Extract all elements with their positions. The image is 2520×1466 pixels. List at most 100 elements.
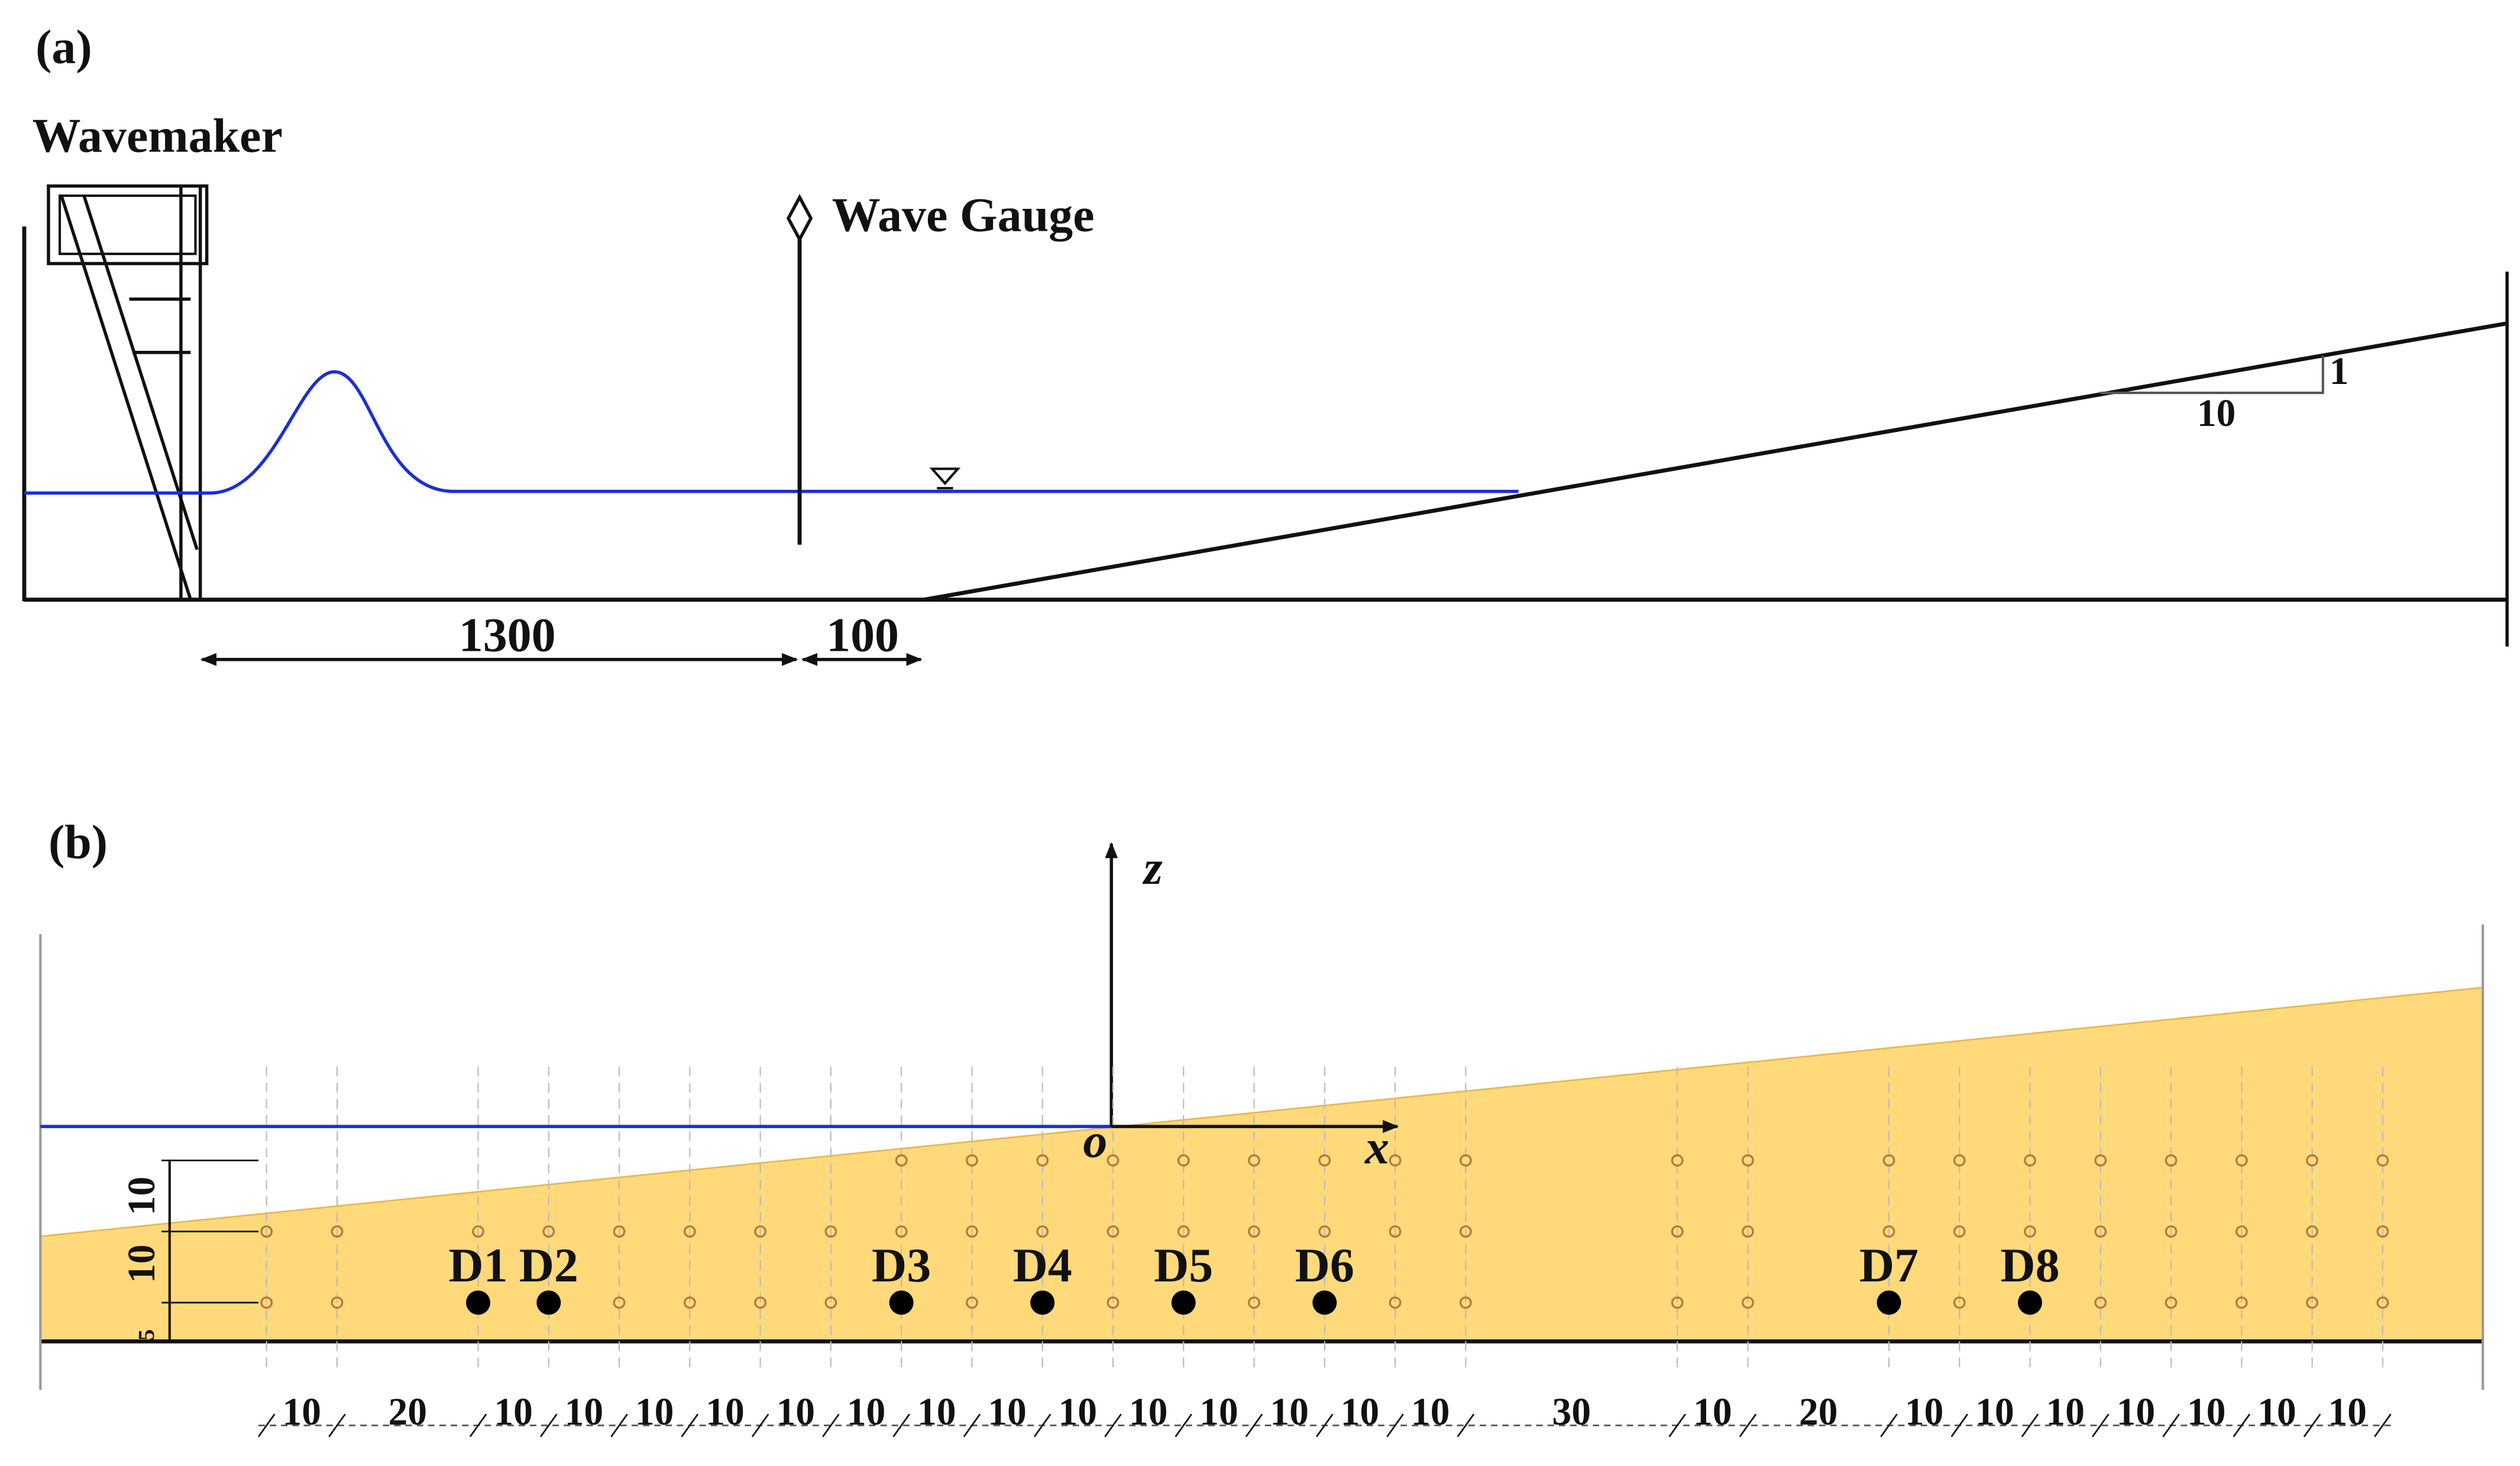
slope-run: 10 (2197, 392, 2236, 435)
measure-point (2376, 1296, 2389, 1309)
measure-point (2376, 1154, 2389, 1167)
measure-point (2094, 1296, 2107, 1309)
measure-point (1107, 1154, 1120, 1167)
measure-point (331, 1225, 344, 1238)
spacing-label: 10 (847, 1391, 886, 1433)
gauge-label: Wave Gauge (832, 188, 1095, 242)
dim-tick (1880, 1413, 1898, 1438)
gauge-label: D5 (1154, 1238, 1213, 1292)
spacing-label: 10 (121, 1244, 163, 1283)
gauge-label: D7 (1859, 1238, 1919, 1292)
spacing-label: 10 (1129, 1391, 1168, 1433)
measure-point (683, 1225, 696, 1238)
gauge-label: D2 (519, 1238, 578, 1292)
gauge-point (536, 1290, 561, 1315)
measure-point (1671, 1296, 1684, 1309)
measure-point (2306, 1296, 2318, 1309)
dim-tick (963, 1413, 981, 1438)
dim-tick (1315, 1413, 1334, 1438)
dim-tick (1668, 1413, 1686, 1438)
measure-point (1389, 1296, 1402, 1309)
measure-point (1318, 1225, 1331, 1238)
gauge-point (889, 1290, 914, 1315)
measure-point (1459, 1225, 1472, 1238)
measure-point (2165, 1154, 2178, 1167)
spacing-label: 10 (121, 1177, 163, 1216)
measure-point (1953, 1225, 1966, 1238)
gauge-label: D8 (2000, 1238, 2059, 1292)
spacing-label: 10 (283, 1391, 322, 1433)
gauge-label: D4 (1013, 1238, 1072, 1292)
measure-point (2235, 1296, 2248, 1309)
spacing-label: 10 (1341, 1391, 1380, 1433)
spacing-label: 10 (1411, 1391, 1450, 1433)
gauge-label: D1 (448, 1238, 507, 1292)
dim-tick (2091, 1413, 2110, 1438)
spacing-label: 10 (776, 1391, 815, 1433)
dim-tick (892, 1413, 910, 1438)
distance-label: 100 (826, 608, 899, 662)
dim-tick (469, 1413, 487, 1438)
measure-point (1389, 1154, 1402, 1167)
dim-tick (610, 1413, 628, 1438)
measure-point (1107, 1225, 1120, 1238)
spacing-label: 10 (1270, 1391, 1309, 1433)
measure-point (2165, 1296, 2178, 1309)
dim-tick (2021, 1413, 2039, 1438)
measure-point (1248, 1225, 1260, 1238)
measure-point (1671, 1154, 1684, 1167)
spacing-label: 10 (1199, 1391, 1238, 1433)
panel-b (39, 842, 2485, 1426)
spacing-label: 5 (134, 1329, 159, 1341)
measure-point (1177, 1154, 1190, 1167)
dim-tick (822, 1413, 840, 1438)
measure-point (824, 1225, 837, 1238)
spacing-label: 10 (2328, 1391, 2367, 1433)
measure-point (1742, 1296, 1754, 1309)
measure-point (2024, 1154, 2036, 1167)
measure-point (1459, 1296, 1472, 1309)
measure-point (754, 1225, 766, 1238)
measure-point (1882, 1154, 1895, 1167)
measure-point (260, 1296, 273, 1309)
measure-point (895, 1225, 908, 1238)
gauge-point (1312, 1290, 1337, 1315)
measure-point (1953, 1296, 1966, 1309)
measure-point (1107, 1296, 1120, 1309)
measure-point (2024, 1225, 2036, 1238)
measure-point (260, 1225, 273, 1238)
dim-tick (540, 1413, 558, 1438)
dim-tick (1245, 1413, 1263, 1438)
measure-point (2306, 1154, 2318, 1167)
measure-point (2235, 1154, 2248, 1167)
gauge-point (1877, 1290, 1901, 1315)
dim-tick (1104, 1413, 1122, 1438)
measure-point (2306, 1225, 2318, 1238)
dim-tick (1457, 1413, 1475, 1438)
spacing-label: 10 (706, 1391, 745, 1433)
measure-point (683, 1296, 696, 1309)
spacing-label: 10 (2117, 1391, 2156, 1433)
spacing-label: 10 (1975, 1391, 2014, 1433)
spacing-label: 10 (1059, 1391, 1098, 1433)
measure-point (966, 1225, 978, 1238)
axis-label: x (1364, 1121, 1389, 1174)
spacing-label: 20 (1799, 1391, 1838, 1433)
gauge-label: D3 (872, 1238, 931, 1292)
measure-point (824, 1296, 837, 1309)
distance-label: 1300 (459, 608, 556, 662)
dim-tick (1033, 1413, 1052, 1438)
origin-label: o (1083, 1114, 1107, 1168)
measure-point (1671, 1225, 1684, 1238)
gauge-point (2017, 1290, 2042, 1315)
measure-point (966, 1296, 978, 1309)
measure-point (1459, 1154, 1472, 1167)
spacing-label: 10 (494, 1391, 533, 1433)
spacing-label: 30 (1552, 1391, 1591, 1433)
dim-tick (2374, 1413, 2392, 1438)
gauge-point (466, 1290, 490, 1315)
measure-point (1742, 1225, 1754, 1238)
panel-label: (a) (35, 20, 92, 74)
dim-tick (1739, 1413, 1757, 1438)
